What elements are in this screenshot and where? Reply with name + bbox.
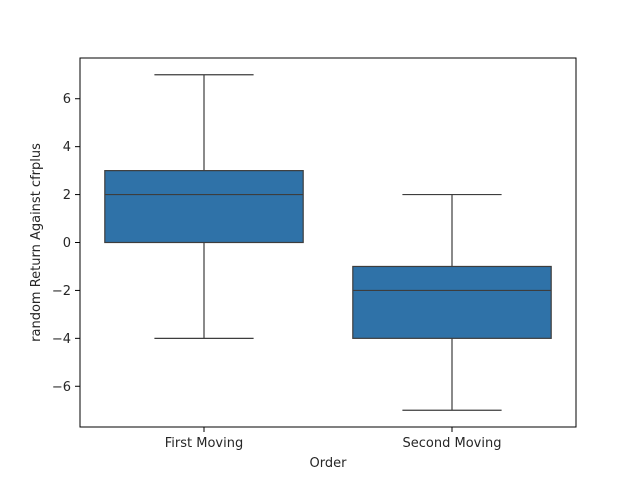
y-tick-label: 2 xyxy=(63,188,71,203)
y-tick-label: 6 xyxy=(63,92,71,107)
y-tick-label: −2 xyxy=(52,284,71,299)
box-second-moving xyxy=(352,193,552,411)
y-tick-label: −4 xyxy=(52,332,71,347)
y-tick-label: 4 xyxy=(63,140,71,155)
x-axis-label: Order xyxy=(310,456,348,471)
y-tick-label: 0 xyxy=(63,236,71,251)
x-tick-label: Second Moving xyxy=(403,436,502,451)
y-axis: −6 −4 −2 0 2 4 6 xyxy=(52,92,80,395)
boxes xyxy=(104,74,552,411)
box-first-moving xyxy=(104,74,304,339)
box-iqr xyxy=(352,265,552,339)
x-axis: First Moving Second Moving xyxy=(165,427,502,451)
y-axis-label: random Return Against cfrplus xyxy=(29,143,44,342)
box-iqr xyxy=(104,170,304,244)
x-tick-label: First Moving xyxy=(165,436,243,451)
y-tick-label: −6 xyxy=(52,380,71,395)
